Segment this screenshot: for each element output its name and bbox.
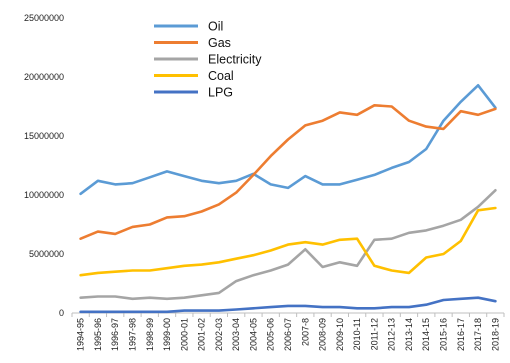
x-tick-label: 2009-10: [335, 318, 345, 351]
y-tick-label: 5000000: [29, 249, 64, 259]
series-line-lpg: [79, 296, 497, 314]
y-tick-label: 25000000: [24, 13, 64, 23]
x-tick-label: 2018-19: [490, 318, 500, 351]
x-tick-label: 2011-12: [369, 318, 379, 350]
x-tick-label: 1999-00: [162, 318, 172, 351]
x-tick-label: 2005-06: [266, 318, 276, 351]
y-tick-label: 0: [59, 308, 64, 318]
x-tick-label: 2012-13: [387, 318, 397, 351]
x-tick-label: 2003-04: [231, 318, 241, 351]
x-tick-label: 1994-95: [76, 318, 86, 351]
x-tick-label: 2017-18: [473, 318, 483, 351]
legend-label-lpg: LPG: [208, 86, 233, 100]
x-tick-label: 2001-02: [197, 318, 207, 351]
y-tick-label: 15000000: [24, 131, 64, 141]
x-tick-label: 2016-17: [456, 318, 466, 351]
x-tick-label: 2004-05: [248, 318, 258, 351]
x-tick-label: 2010-11: [352, 318, 362, 350]
series-line-coal: [79, 206, 497, 277]
x-tick-label: 2000-01: [179, 318, 189, 351]
x-tick-label: 1997-98: [127, 318, 137, 351]
legend-label-coal: Coal: [208, 69, 234, 83]
y-axis: 0 5000000 10000000 15000000 20000000 25000000: [24, 13, 64, 318]
x-tick-label: 1996-97: [110, 318, 120, 351]
x-tick-label: 2007-8: [300, 318, 310, 346]
series-line-electricity: [79, 189, 497, 301]
x-tick-label: 2013-14: [404, 318, 414, 351]
x-tick-label: 1995-96: [93, 318, 103, 351]
y-tick-label: 10000000: [24, 190, 64, 200]
series-group: [79, 84, 497, 314]
legend: Oil Gas Electricity Coal LPG: [154, 20, 262, 100]
x-tick-label: 2006-07: [283, 318, 293, 351]
x-tick-label: 2002-03: [214, 318, 224, 351]
legend-label-electricity: Electricity: [208, 53, 262, 67]
x-tick-label: 2014-15: [421, 318, 431, 351]
x-tick-label: 2008-09: [318, 318, 328, 351]
series-line-oil: [79, 84, 497, 196]
series-line-gas: [79, 104, 497, 240]
x-tick-label: 1998-99: [145, 318, 155, 351]
x-axis: 1994-95 1995-96 1996-97 1997-98 1998-99 1999-…: [71, 313, 505, 351]
y-tick-label: 20000000: [24, 72, 64, 82]
legend-label-oil: Oil: [208, 20, 223, 34]
legend-label-gas: Gas: [208, 36, 231, 50]
x-tick-label: 2015-16: [439, 318, 449, 351]
